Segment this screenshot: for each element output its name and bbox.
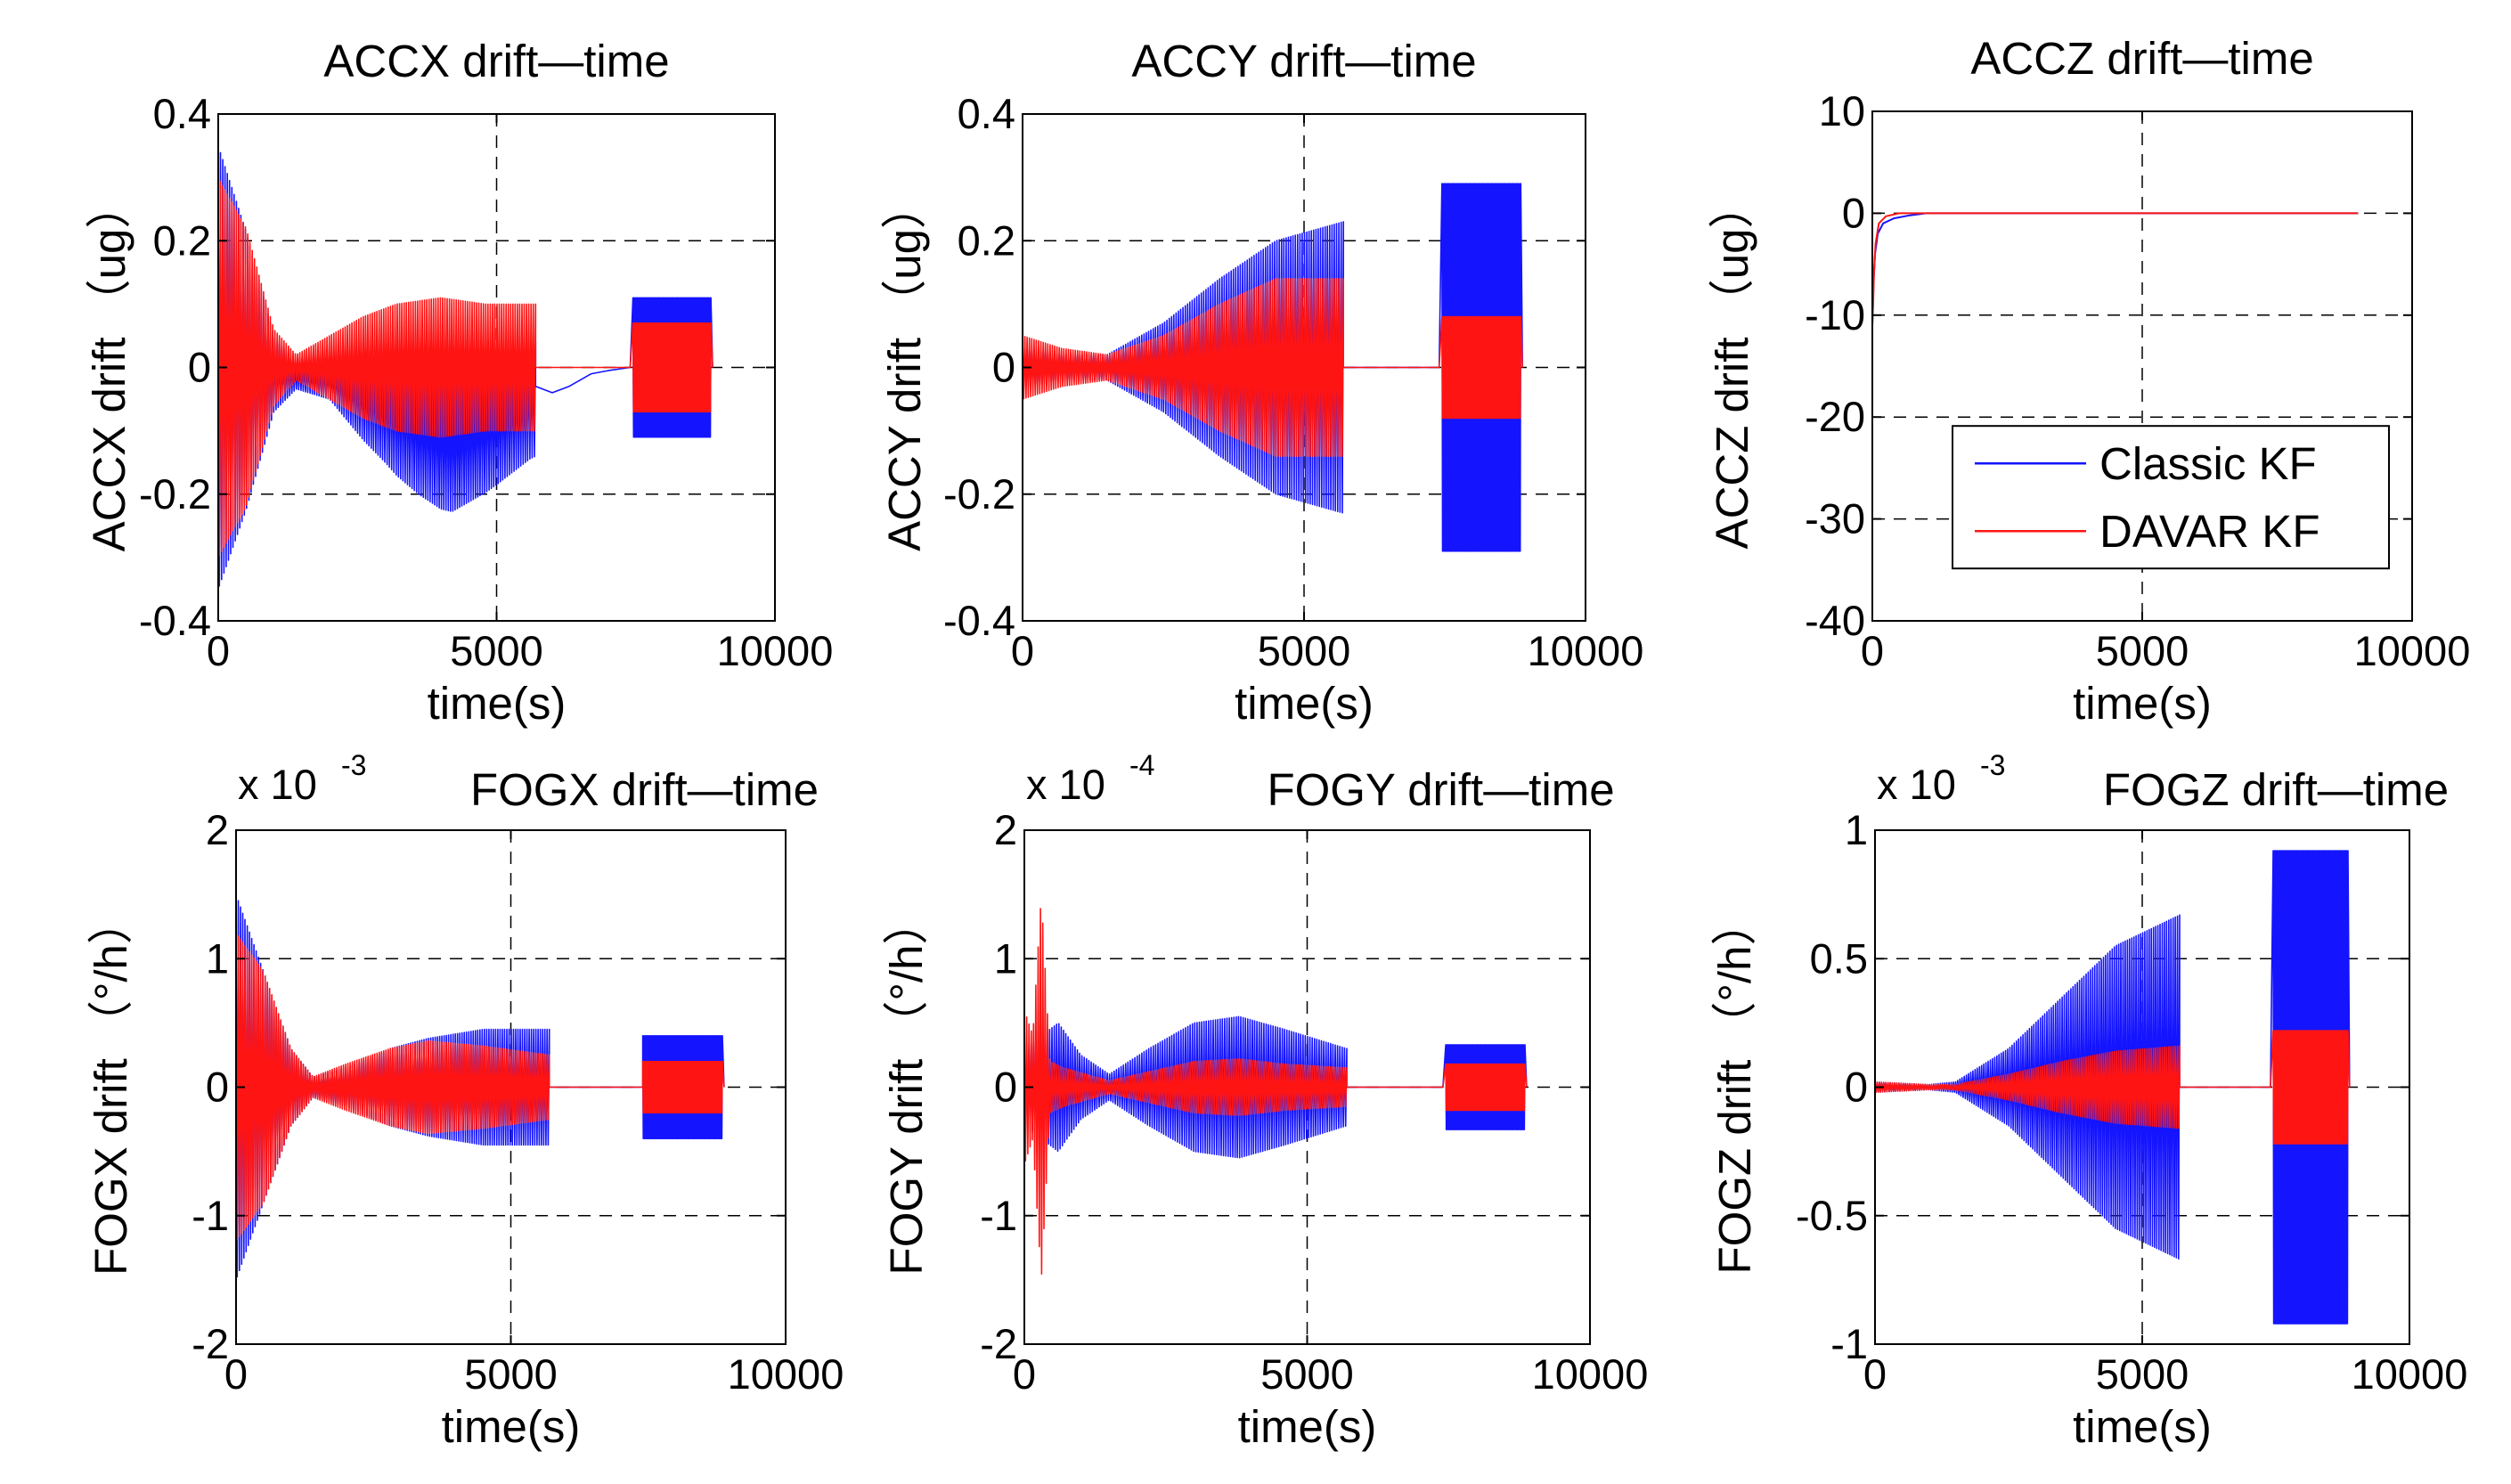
subplot-1: 0 5000 10000 -0.4 -0.2 0 0.2 0.4 ACCX drift—time…	[84, 36, 833, 729]
y-tick-label: 0	[994, 1064, 1017, 1111]
series-line-davar-kf	[1024, 908, 1528, 1275]
x-axis-label: time(s)	[2073, 678, 2212, 729]
y-tick-label: 0	[206, 1064, 229, 1111]
y-tick-label: -2	[192, 1320, 229, 1367]
subplot-2: 0 5000 10000 -0.4 -0.2 0 0.2 0.4 ACCY drift—time…	[879, 36, 1643, 729]
subplot-title: ACCZ drift—time	[1970, 33, 2313, 84]
y-tick-label: 0	[1842, 189, 1865, 236]
y-tick-label: 0	[1845, 1064, 1868, 1111]
subplot-title: ACCY drift—time	[1131, 36, 1476, 86]
y-tick-label: 0.4	[958, 90, 1015, 137]
x-tick-label: 0	[207, 627, 230, 674]
y-tick-label: 2	[994, 806, 1017, 853]
subplot-5: 0 5000 10000 -2 -1 0 1 2x 10 -4 FOGY drift—time ti…	[881, 749, 1648, 1452]
x-tick-label: 10000	[2352, 1350, 2468, 1398]
y-tick-label: -0.2	[139, 470, 211, 518]
subplot-title: FOGZ drift—time	[2103, 764, 2449, 815]
x-tick-label: 5000	[1258, 627, 1351, 674]
y-axis-label: FOGZ drift （°/h）	[1709, 901, 1760, 1275]
x-tick-label: 10000	[728, 1350, 844, 1398]
series-line-davar-kf	[1023, 278, 1523, 457]
x-tick-label: 5000	[1260, 1350, 1354, 1398]
x-tick-label: 5000	[450, 627, 543, 674]
y-tick-label: 1	[206, 934, 229, 982]
axis-multiplier: x 10	[238, 761, 317, 808]
plot-area	[1875, 850, 2351, 1325]
y-tick-label: 0.2	[958, 216, 1015, 264]
x-axis-label: time(s)	[1235, 678, 1374, 729]
x-tick-label: 5000	[2096, 627, 2189, 674]
y-tick-label: -0.4	[943, 597, 1015, 644]
series-line-davar-kf	[1872, 212, 2359, 326]
y-axis-label: ACCY drift （ug）	[879, 183, 930, 551]
axis-multiplier: x 10	[1877, 761, 1956, 808]
x-tick-label: 0	[1011, 627, 1034, 674]
axis-multiplier: x 10	[1026, 761, 1105, 808]
plot-area	[1024, 908, 1528, 1275]
y-tick-label: -1	[980, 1192, 1017, 1239]
x-tick-label: 0	[1863, 1350, 1887, 1398]
y-tick-label: 1	[994, 934, 1017, 982]
legend: Classic KF DAVAR KF	[1952, 425, 2390, 570]
y-tick-label: -10	[1805, 291, 1865, 338]
y-tick-label: 1	[1845, 806, 1868, 853]
subplot-title: FOGY drift—time	[1267, 764, 1614, 815]
x-tick-label: 10000	[1532, 1350, 1649, 1398]
x-axis-label: time(s)	[442, 1401, 581, 1452]
y-tick-label: -40	[1805, 597, 1865, 644]
x-tick-label: 0	[1861, 627, 1884, 674]
legend-label: Classic KF	[2099, 438, 2317, 489]
y-tick-label: 10	[1819, 87, 1865, 135]
plot-area	[236, 894, 725, 1278]
y-axis-label: ACCZ drift （ug）	[1707, 183, 1757, 550]
y-tick-label: -20	[1805, 393, 1865, 440]
x-tick-label: 5000	[2096, 1350, 2189, 1398]
y-tick-label: -1	[192, 1192, 229, 1239]
y-tick-label: 0.4	[153, 90, 211, 137]
axis-multiplier-exponent: -3	[1980, 749, 2005, 781]
y-tick-label: 0	[992, 344, 1015, 391]
y-tick-label: -30	[1805, 495, 1865, 542]
x-axis-label: time(s)	[428, 678, 567, 729]
y-tick-label: 0.5	[1810, 934, 1868, 982]
x-tick-label: 10000	[2354, 627, 2471, 674]
subplot-title: ACCX drift—time	[323, 36, 669, 86]
plot-area	[218, 145, 713, 587]
y-tick-label: 0	[188, 344, 211, 391]
y-tick-label: -0.2	[943, 470, 1015, 518]
y-tick-label: 0.2	[153, 216, 211, 264]
plot-area	[1023, 183, 1523, 552]
x-tick-label: 10000	[1528, 627, 1644, 674]
x-axis-label: time(s)	[2073, 1401, 2212, 1452]
x-axis-label: time(s)	[1238, 1401, 1377, 1452]
series-line-davar-kf	[236, 933, 725, 1241]
x-tick-label: 10000	[717, 627, 834, 674]
x-tick-label: 5000	[464, 1350, 558, 1398]
y-axis-label: FOGY drift （°/h）	[881, 900, 932, 1276]
y-tick-label: -0.5	[1796, 1192, 1868, 1239]
y-axis-label: FOGX drift （°/h）	[86, 899, 136, 1276]
y-tick-label: -0.4	[139, 597, 211, 644]
y-tick-label: -2	[980, 1320, 1017, 1367]
series-line-davar-kf	[1875, 1030, 2351, 1145]
x-tick-label: 0	[224, 1350, 248, 1398]
plot-area	[1872, 212, 2359, 326]
subplot-title: FOGX drift—time	[470, 764, 819, 815]
subplot-6: 0 5000 10000 -1 -0.5 0 0.5 1x 10 -3 FOGZ drift—ti…	[1709, 749, 2467, 1452]
axis-multiplier-exponent: -3	[341, 749, 366, 781]
subplot-3: 0 5000 10000 -40 -30 -20 -10 0 10 ACCZ drift—time…	[1707, 33, 2470, 729]
x-tick-label: 0	[1013, 1350, 1036, 1398]
y-tick-label: 2	[206, 806, 229, 853]
y-axis-label: ACCX drift （ug）	[84, 183, 135, 552]
subplot-4: 0 5000 10000 -2 -1 0 1 2x 10 -3 FOGX drift—time ti…	[86, 749, 844, 1452]
axis-multiplier-exponent: -4	[1129, 749, 1154, 781]
y-tick-label: -1	[1830, 1320, 1868, 1367]
legend-box	[1952, 425, 2390, 570]
legend-label: DAVAR KF	[2099, 506, 2319, 557]
series-line-davar-kf	[218, 177, 713, 557]
